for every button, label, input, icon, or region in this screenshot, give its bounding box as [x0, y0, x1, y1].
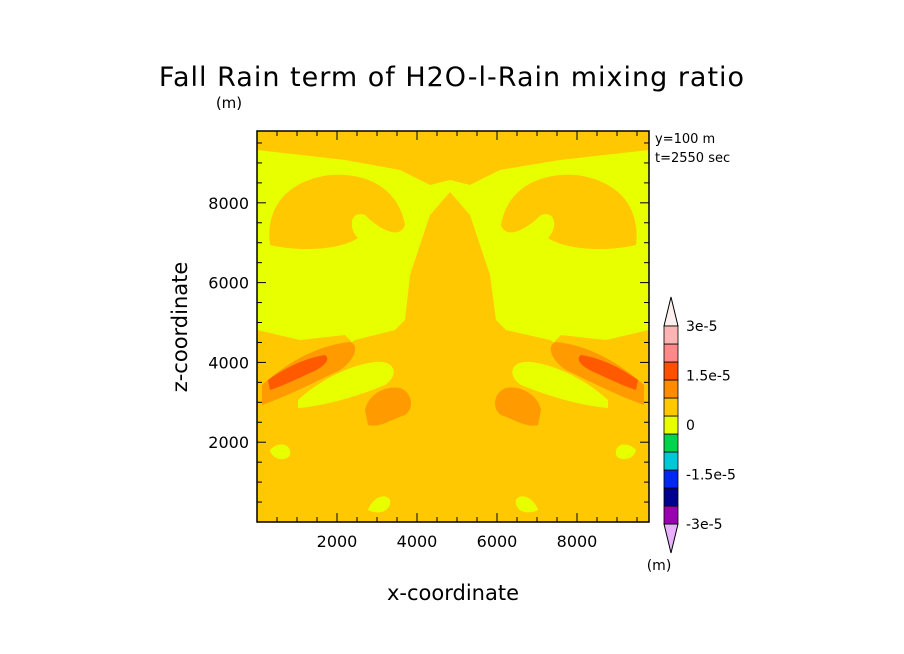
annotation-t: t=2550 sec	[655, 151, 730, 166]
colorbar-swatch	[663, 505, 679, 525]
plot-frame	[256, 130, 650, 523]
colorbar-swatch	[663, 469, 679, 489]
colorbar-label: 3e-5	[686, 319, 717, 335]
chart-title: Fall Rain term of H2O-l-Rain mixing rati…	[159, 62, 745, 93]
contour-region-right-arc	[501, 174, 637, 250]
colorbar-label: 0	[686, 418, 695, 434]
colorbar-swatch	[663, 379, 679, 399]
contour-island-left-mid	[298, 361, 394, 408]
contour-island-right-low	[615, 444, 636, 460]
colorbar-unit: (m)	[647, 558, 672, 574]
colorbar-swatch	[663, 343, 679, 363]
colorbar-swatch	[663, 415, 679, 435]
contour-island-right-mid	[512, 361, 608, 408]
y-tick-label: 8000	[208, 194, 249, 213]
contour-region-top-band	[257, 131, 649, 185]
x-axis: 2000 4000 6000 8000	[276, 131, 638, 551]
y-tick-label: 4000	[208, 353, 249, 372]
x-tick-label: 6000	[477, 532, 518, 551]
contour-region-lower-body	[257, 192, 649, 522]
contour-core-right	[578, 355, 638, 390]
contour-core-left	[268, 355, 328, 390]
colorbar-min-arrow	[663, 523, 679, 554]
colorbar-swatch	[663, 433, 679, 453]
contour-region-right-blob	[494, 387, 541, 426]
colorbar-swatch	[663, 397, 679, 417]
x-tick-label: 8000	[557, 532, 598, 551]
colorbar-label: -1.5e-5	[686, 468, 736, 484]
colorbar-swatch	[663, 487, 679, 507]
x-axis-label: x-coordinate	[387, 581, 519, 605]
y-axis-label: z-coordinate	[168, 262, 192, 393]
colorbar-swatch	[663, 451, 679, 471]
contour-island-left-bottom	[368, 496, 391, 513]
colorbar-max-arrow	[663, 296, 679, 327]
colorbar-swatch	[663, 325, 679, 345]
colorbar-label: -3e-5	[686, 517, 723, 533]
contour-region-left-arc	[269, 174, 405, 250]
y-axis: 2000 4000 6000 8000	[208, 142, 649, 503]
plot-area	[256, 130, 650, 523]
title-unit: (m)	[216, 94, 242, 112]
x-tick-label: 4000	[397, 532, 438, 551]
colorbar: 3e-5 1.5e-5 0 -1.5e-5 -3e-5	[663, 296, 736, 554]
y-tick-label: 2000	[208, 433, 249, 452]
colorbar-label: 1.5e-5	[686, 369, 731, 385]
colorbar-swatch	[663, 361, 679, 381]
annotation-y: y=100 m	[655, 132, 715, 147]
contour-region-left-blob	[365, 387, 412, 426]
contour-island-left-low	[270, 444, 291, 460]
x-tick-label: 2000	[317, 532, 358, 551]
contour-island-right-bottom	[515, 496, 538, 513]
y-tick-label: 6000	[208, 274, 249, 293]
